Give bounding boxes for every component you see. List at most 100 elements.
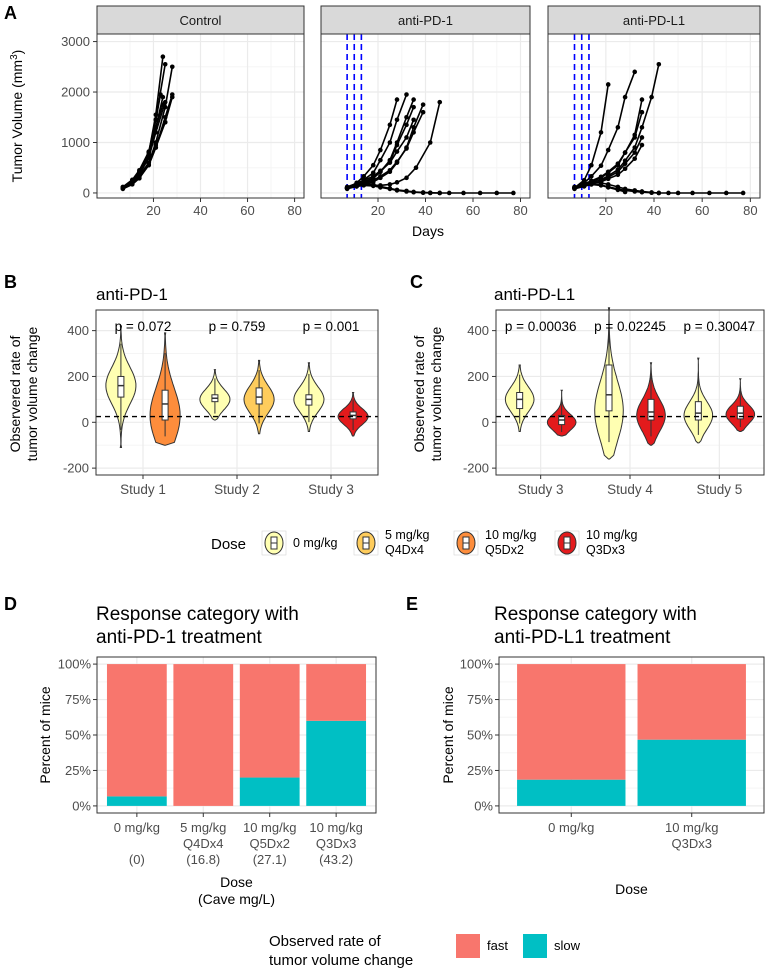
tumor-point xyxy=(622,94,628,100)
tumor-point xyxy=(598,163,604,169)
tumor-point xyxy=(160,54,166,60)
tumor-point xyxy=(427,190,433,196)
tumor-point xyxy=(589,174,594,179)
panel-title-line2: anti-PD-1 treatment xyxy=(96,627,263,648)
panel-label: E xyxy=(406,594,418,614)
tumor-point xyxy=(394,149,400,154)
x-tick-label: Q3Dx3 xyxy=(671,836,711,851)
facet-strip-label: anti-PD-L1 xyxy=(623,13,685,28)
tumor-point xyxy=(378,157,383,163)
facet-strip xyxy=(320,5,531,35)
tumor-point xyxy=(639,109,645,115)
panel-title-line2: anti-PD-L1 treatment xyxy=(494,627,671,648)
tumor-point xyxy=(378,174,383,179)
tumor-point xyxy=(370,178,376,183)
tumor-point xyxy=(494,190,500,196)
tumor-point xyxy=(615,172,621,178)
panel-label: D xyxy=(4,594,17,614)
p-value-label: p = 0.001 xyxy=(303,319,360,334)
tumor-point xyxy=(370,170,376,176)
tumor-point xyxy=(370,183,376,189)
tumor-point xyxy=(420,190,426,196)
tumor-point xyxy=(740,190,746,196)
tumor-point xyxy=(420,109,426,115)
tumor-point xyxy=(656,190,662,196)
x-tick-label: 0 mg/kg xyxy=(114,820,160,835)
y-tick-label: 50% xyxy=(467,728,493,743)
bar-segment-fast xyxy=(239,664,300,778)
bar-segment-slow xyxy=(517,779,626,806)
x-tick-label: 40 xyxy=(193,203,207,218)
tumor-point xyxy=(581,183,587,188)
tumor-point xyxy=(411,104,416,110)
tumor-point xyxy=(639,135,645,140)
tumor-point xyxy=(354,184,359,189)
x-tick-label: 80 xyxy=(513,203,527,218)
tumor-point xyxy=(129,179,135,184)
tumor-point xyxy=(649,190,654,196)
tumor-point xyxy=(344,186,350,191)
panel-label: C xyxy=(410,272,423,292)
tumor-point xyxy=(690,190,695,196)
legend-label: 10 mg/kg xyxy=(485,528,536,542)
bar-segment-slow xyxy=(106,796,167,806)
x-tick-label: 40 xyxy=(647,203,661,218)
y-tick-label: 75% xyxy=(467,692,493,707)
tumor-point xyxy=(370,174,376,179)
legend-label: 0 mg/kg xyxy=(293,536,338,550)
facet-strip xyxy=(96,5,305,35)
tumor-point xyxy=(153,142,159,148)
tumor-point xyxy=(598,174,604,180)
y-axis-title-line1: Observered rate of xyxy=(7,336,23,453)
box-iqr xyxy=(605,364,613,412)
y-axis-title-line2: tumor volume change xyxy=(428,326,444,461)
y-tick-label: 50% xyxy=(65,728,91,743)
tumor-point xyxy=(120,185,126,190)
tumor-point xyxy=(394,180,400,185)
tumor-point xyxy=(598,130,604,135)
tumor-point xyxy=(404,114,409,120)
y-axis-title: Percent of mice xyxy=(37,686,53,783)
tumor-point xyxy=(387,140,393,145)
tumor-point xyxy=(639,97,645,102)
x-tick-label: 80 xyxy=(743,203,757,218)
tumor-point xyxy=(572,185,577,191)
x-axis-title-line1: Dose xyxy=(615,881,648,897)
tumor-point xyxy=(387,160,393,165)
p-value-label: p = 0.30047 xyxy=(683,319,755,334)
tumor-point xyxy=(446,190,452,196)
x-tick-label: Q4Dx4 xyxy=(183,836,223,851)
legend-label: slow xyxy=(554,938,581,953)
tumor-point xyxy=(632,135,638,140)
tumor-point xyxy=(639,125,645,130)
y-axis-title: Percent of mice xyxy=(440,686,456,783)
tumor-point xyxy=(615,187,621,193)
tumor-point xyxy=(153,117,159,123)
x-tick-label: 10 mg/kg xyxy=(243,820,296,835)
tumor-point xyxy=(639,142,645,148)
tumor-point xyxy=(632,156,638,161)
bar-segment-fast xyxy=(306,664,367,721)
box-iqr xyxy=(117,375,125,398)
bar-segment-fast xyxy=(637,664,746,740)
response-legend-title-line1: Observed rate of xyxy=(269,933,382,950)
p-value-label: p = 0.759 xyxy=(209,319,266,334)
tumor-point xyxy=(361,183,367,188)
x-tick-label: Q3Dx3 xyxy=(316,836,356,851)
tumor-point xyxy=(394,188,400,193)
y-axis-title: Tumor Volume (mm3) xyxy=(9,50,26,183)
tumor-point xyxy=(404,189,409,194)
tumor-point xyxy=(605,176,611,182)
tumor-point xyxy=(146,152,152,158)
y-tick-label: -200 xyxy=(63,461,89,476)
tumor-point xyxy=(387,186,393,192)
y-tick-label: 100% xyxy=(58,657,92,672)
y-tick-label: 100% xyxy=(460,657,494,672)
box-iqr xyxy=(694,401,702,421)
x-tick-label: 20 xyxy=(371,203,385,218)
tumor-point xyxy=(605,169,611,175)
x-tick-label: Study 5 xyxy=(696,482,742,497)
tumor-point xyxy=(404,135,409,140)
